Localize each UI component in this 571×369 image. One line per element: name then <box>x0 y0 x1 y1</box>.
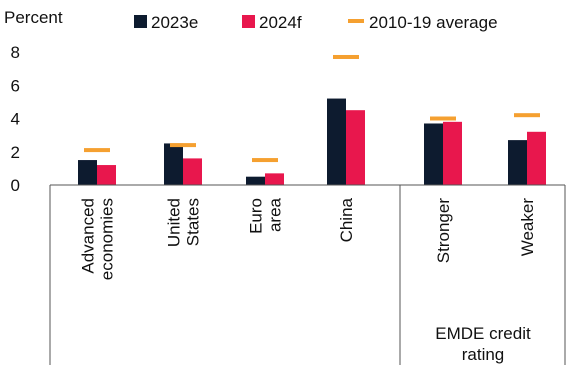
y-tick-label: 6 <box>11 76 20 95</box>
bar-2023e <box>327 98 346 185</box>
bar-2023e <box>164 143 183 185</box>
bar-2024f <box>265 173 284 185</box>
average-marker <box>252 158 278 163</box>
legend-label-average: 2010-19 average <box>369 13 498 32</box>
y-axis-ticks: 0 2 4 6 8 <box>11 43 20 195</box>
y-tick-label: 8 <box>11 43 20 62</box>
bars <box>78 98 546 185</box>
bar-2023e <box>78 160 97 185</box>
legend-swatch-average <box>348 19 364 23</box>
group-label-line-2: rating <box>462 345 505 364</box>
average-marker <box>333 54 359 59</box>
bar-2023e <box>246 176 265 185</box>
x-tick-label: area <box>266 197 285 232</box>
average-marker <box>514 113 540 118</box>
legend-swatch-2023e <box>134 15 147 28</box>
bar-2024f <box>183 158 202 185</box>
bar-2024f <box>97 165 116 185</box>
x-tick-label: Stronger <box>434 198 453 264</box>
y-tick-label: 4 <box>11 110 20 129</box>
legend-swatch-2024f <box>242 15 255 28</box>
bar-2024f <box>527 131 546 185</box>
x-tick-label: Euro <box>247 198 266 234</box>
x-tick-label: United <box>165 198 184 247</box>
average-marker <box>84 148 110 153</box>
y-tick-label: 0 <box>11 176 20 195</box>
x-tick-label: China <box>337 197 356 242</box>
bar-2023e <box>508 140 527 185</box>
x-tick-label: States <box>184 198 203 246</box>
bar-2024f <box>346 110 365 185</box>
y-tick-label: 2 <box>11 143 20 162</box>
y-axis-label: Percent <box>4 8 63 27</box>
average-marker <box>170 143 196 148</box>
average-marker <box>430 116 456 121</box>
legend-label-2024f: 2024f <box>259 13 302 32</box>
x-tick-label: Advanced <box>79 198 98 274</box>
legend-label-2023e: 2023e <box>151 13 198 32</box>
x-tick-label: economies <box>98 198 117 280</box>
legend: 2023e 2024f 2010-19 average <box>134 13 498 32</box>
group-label-line-1: EMDE credit <box>435 324 531 343</box>
x-axis-labels: Advanced economies United States Euro area Chi… <box>79 197 538 280</box>
bar-2024f <box>443 121 462 185</box>
bar-2023e <box>424 123 443 185</box>
x-tick-label: Weaker <box>518 198 537 257</box>
average-markers <box>84 54 540 163</box>
